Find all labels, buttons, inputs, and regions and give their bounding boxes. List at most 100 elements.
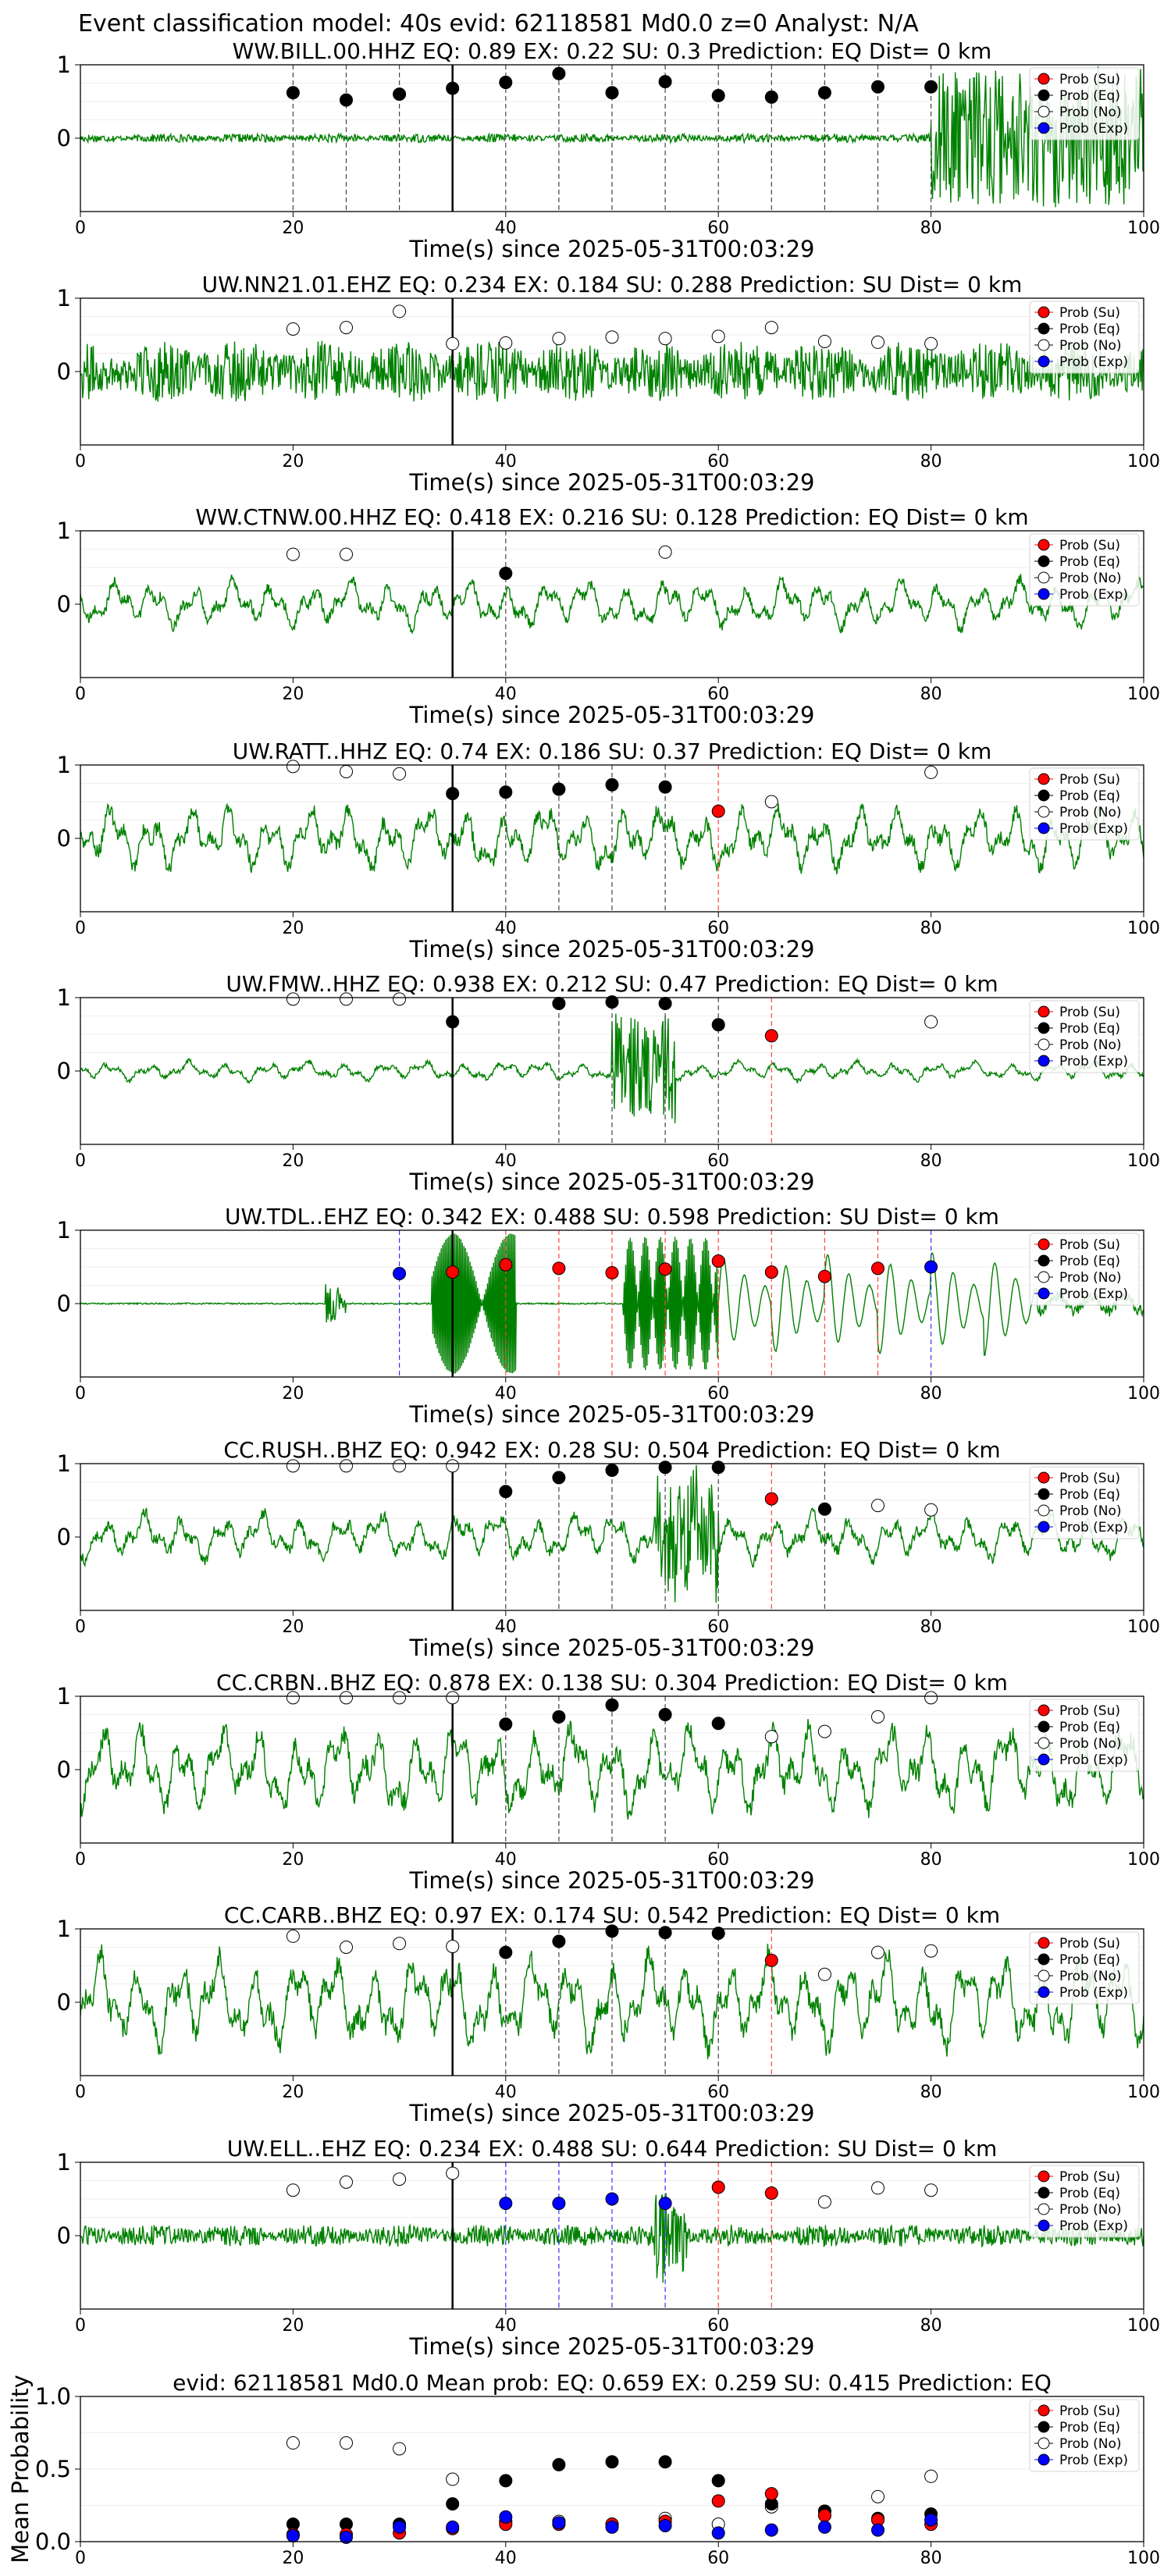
prob-marker-exp [658,2197,672,2211]
prob-marker-su [764,1953,778,1967]
legend-label-su: Prob (Su) [1059,1005,1120,1020]
ytick-label: 1 [57,1217,71,1244]
legend-marker-exp [1038,1055,1050,1067]
xtick-label: 60 [707,219,729,238]
xtick-label: 20 [282,219,304,238]
legend-marker-eq [1038,2421,1050,2433]
legend-marker-eq [1038,789,1050,802]
prob-marker-no [924,2183,938,2197]
legend-marker-exp [1038,2219,1050,2232]
prob-marker-eq [552,1471,566,1485]
prob-marker-no [446,336,460,350]
xtick-label: 20 [282,685,304,704]
legend-marker-su [1038,2404,1050,2417]
legend-label-exp: Prob (Exp) [1059,1054,1128,1069]
legend-label-eq: Prob (Eq) [1059,1720,1120,1735]
prob-marker-su [764,2186,778,2200]
ytick-label: 0 [57,591,71,617]
prob-marker-no [446,2166,460,2180]
prob-marker-no [340,1459,353,1473]
legend-marker-no [1038,1038,1050,1051]
xtick-label: 0 [75,2316,86,2336]
prob-marker-no [817,1724,831,1738]
legend-label-exp: Prob (Exp) [1059,2453,1128,2468]
prob-marker-no [286,760,300,774]
mean-prob-marker-exp [340,2530,353,2544]
xtick-label: 60 [707,2083,729,2102]
panel-title: UW.TDL..EHZ EQ: 0.342 EX: 0.488 SU: 0.59… [225,1204,999,1229]
y-axis-label: Mean Probability [7,2375,34,2564]
xtick-label: 100 [1127,2083,1160,2102]
xtick-label: 40 [495,1384,517,1404]
prob-marker-no [658,545,672,559]
xtick-label: 80 [920,2083,942,2102]
legend-label-su: Prob (Su) [1059,1936,1120,1952]
prob-marker-eq [658,1461,672,1475]
prob-marker-no [286,992,300,1006]
x-axis-label: Time(s) since 2025-05-31T00:03:29 [409,2333,815,2360]
prob-marker-eq [499,1485,513,1499]
xtick-label: 100 [1127,1151,1160,1171]
legend-label-eq: Prob (Eq) [1059,1952,1120,1968]
panel-6: UW.TDL..EHZ EQ: 0.342 EX: 0.488 SU: 0.59… [57,1204,1160,1428]
prob-marker-no [871,2181,884,2195]
axes-frame [80,64,1144,212]
ytick-label: 0 [57,1989,71,2016]
legend-label-no: Prob (No) [1059,1969,1122,1984]
legend-label-su: Prob (Su) [1059,772,1120,788]
xtick-label: 60 [707,1384,729,1404]
panel-2: UW.NN21.01.EHZ EQ: 0.234 EX: 0.184 SU: 0… [57,272,1160,496]
mean-prob-marker-eq [711,2474,725,2488]
xtick-label: 40 [495,2083,517,2102]
prob-marker-no [340,1941,353,1954]
legend-marker-no [1038,1504,1050,1517]
prob-marker-no [764,795,778,809]
legend-label-no: Prob (No) [1059,2436,1122,2452]
waveform-trace [80,66,1144,208]
legend-label-no: Prob (No) [1059,1503,1122,1519]
mean-prob-marker-su [817,2509,831,2523]
mean-prob-marker-no [286,2436,300,2450]
legend-label-no: Prob (No) [1059,105,1122,120]
xtick-label: 20 [282,1384,304,1404]
legend-label-exp: Prob (Exp) [1059,2218,1128,2234]
legend-marker-su [1038,2170,1050,2183]
legend-marker-no [1038,1737,1050,1749]
prob-marker-eq [552,997,566,1011]
legend-marker-no [1038,2203,1050,2215]
waveform-trace [80,574,1144,635]
xtick-label: 80 [920,2316,942,2336]
prob-marker-eq [499,1717,513,1731]
legend-label-eq: Prob (Eq) [1059,788,1120,804]
panel-title: UW.ELL..EHZ EQ: 0.234 EX: 0.488 SU: 0.64… [227,2136,998,2161]
prob-marker-eq [658,1926,672,1940]
xtick-label: 80 [920,1850,942,1870]
prob-marker-no [393,2172,407,2186]
prob-marker-eq [658,75,672,89]
mean-prob-marker-exp [446,2520,460,2534]
mean-prob-marker-no [446,2472,460,2486]
mean-prob-marker-exp [605,2520,619,2534]
prob-marker-no [340,992,353,1006]
ytick-label: 0 [57,1290,71,1317]
legend-marker-eq [1038,1488,1050,1500]
xtick-label: 0 [75,919,86,938]
legend-marker-exp [1038,2453,1050,2466]
legend-box [1029,1466,1140,1539]
prob-marker-no [393,1937,407,1951]
prob-marker-su [764,1029,778,1043]
prob-marker-no [286,547,300,561]
xtick-label: 40 [495,452,517,471]
x-axis-label: Time(s) since 2025-05-31T00:03:29 [409,469,815,496]
prob-marker-no [286,322,300,336]
prob-marker-no [764,1730,778,1744]
prob-marker-eq [711,88,725,102]
mean-prob-marker-eq [658,2455,672,2469]
axes-frame [80,297,1144,446]
prob-marker-su [711,804,725,818]
ytick-label: 0.0 [35,2528,71,2555]
legend-label-no: Prob (No) [1059,1037,1122,1053]
legend-marker-exp [1038,1287,1050,1300]
prob-marker-eq [817,1502,831,1516]
axes-frame [80,997,1144,1145]
